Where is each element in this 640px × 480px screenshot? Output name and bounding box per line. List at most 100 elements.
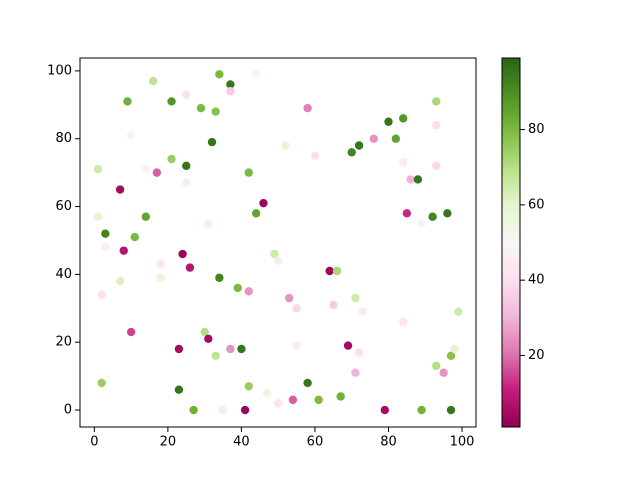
point: [126, 131, 136, 140]
point: [273, 256, 283, 266]
point: [211, 351, 220, 360]
point: [288, 395, 298, 405]
point: [450, 344, 459, 354]
point: [259, 198, 268, 208]
point: [182, 90, 191, 99]
point: [240, 405, 250, 415]
y-tick-label: 20: [55, 335, 72, 350]
y-tick-label: 80: [55, 131, 72, 146]
point: [273, 399, 283, 408]
x-tick-label: 80: [380, 435, 397, 450]
point: [380, 405, 390, 415]
point: [432, 97, 441, 106]
point: [97, 290, 106, 299]
point: [174, 344, 184, 354]
point: [156, 260, 165, 269]
point: [101, 243, 110, 252]
point: [123, 97, 132, 106]
point: [182, 178, 191, 188]
point: [354, 348, 364, 357]
point: [185, 263, 195, 272]
point: [351, 368, 360, 377]
point: [215, 70, 224, 79]
point: [226, 87, 235, 96]
point: [285, 293, 294, 303]
point: [398, 158, 408, 167]
point: [413, 175, 423, 184]
point: [398, 317, 408, 327]
y-tick-label: 60: [55, 199, 72, 214]
point: [204, 219, 213, 228]
point: [432, 120, 441, 130]
colorbar: [501, 57, 521, 428]
point: [439, 368, 448, 377]
point: [218, 405, 228, 415]
x-tick-label: 40: [233, 435, 250, 450]
point: [292, 341, 301, 350]
point: [347, 148, 356, 157]
y-tick-label: 0: [64, 403, 72, 418]
point: [446, 405, 456, 415]
point: [446, 351, 456, 360]
point: [262, 388, 272, 398]
point: [314, 395, 323, 405]
point: [384, 117, 393, 126]
point: [398, 114, 408, 123]
point: [196, 103, 206, 113]
point: [358, 307, 367, 316]
point: [156, 273, 165, 282]
point: [369, 134, 378, 143]
point: [270, 249, 279, 259]
point: [226, 80, 235, 89]
point: [402, 209, 412, 218]
point: [292, 304, 301, 313]
point: [432, 361, 441, 371]
plot-area: [93, 70, 463, 415]
point: [126, 327, 136, 337]
point: [244, 168, 253, 177]
point: [391, 134, 401, 143]
y-tick-label: 100: [47, 63, 72, 78]
point: [343, 341, 353, 350]
point: [329, 300, 338, 310]
x-tick-label: 100: [450, 435, 475, 450]
point: [454, 307, 463, 316]
point: [417, 219, 426, 228]
y-tick-label: 40: [55, 267, 72, 282]
point: [351, 293, 360, 303]
point: [303, 103, 312, 113]
point: [432, 161, 441, 171]
point: [281, 141, 290, 150]
point: [207, 137, 217, 147]
point: [204, 334, 213, 344]
point: [336, 392, 345, 401]
point: [200, 327, 209, 337]
point: [152, 168, 162, 177]
point: [167, 97, 176, 106]
point: [310, 151, 320, 160]
colorbar-tick-label: 80: [528, 122, 545, 137]
point: [251, 209, 261, 218]
point: [174, 385, 184, 394]
point: [141, 212, 151, 221]
point: [251, 70, 261, 79]
point: [148, 76, 158, 86]
point: [428, 212, 437, 221]
colorbar-tick-label: 20: [528, 348, 545, 363]
point: [332, 266, 342, 276]
axes-frame: [79, 57, 477, 428]
x-tick-label: 0: [90, 435, 98, 450]
colorbar-tick-label: 40: [528, 273, 545, 288]
point: [244, 382, 253, 391]
point: [93, 212, 103, 221]
point: [178, 249, 187, 259]
point: [417, 405, 426, 415]
point: [233, 283, 242, 293]
point: [101, 229, 110, 238]
point: [115, 185, 125, 194]
point: [406, 175, 415, 184]
point: [215, 273, 224, 282]
point: [325, 266, 334, 276]
point: [97, 378, 106, 388]
